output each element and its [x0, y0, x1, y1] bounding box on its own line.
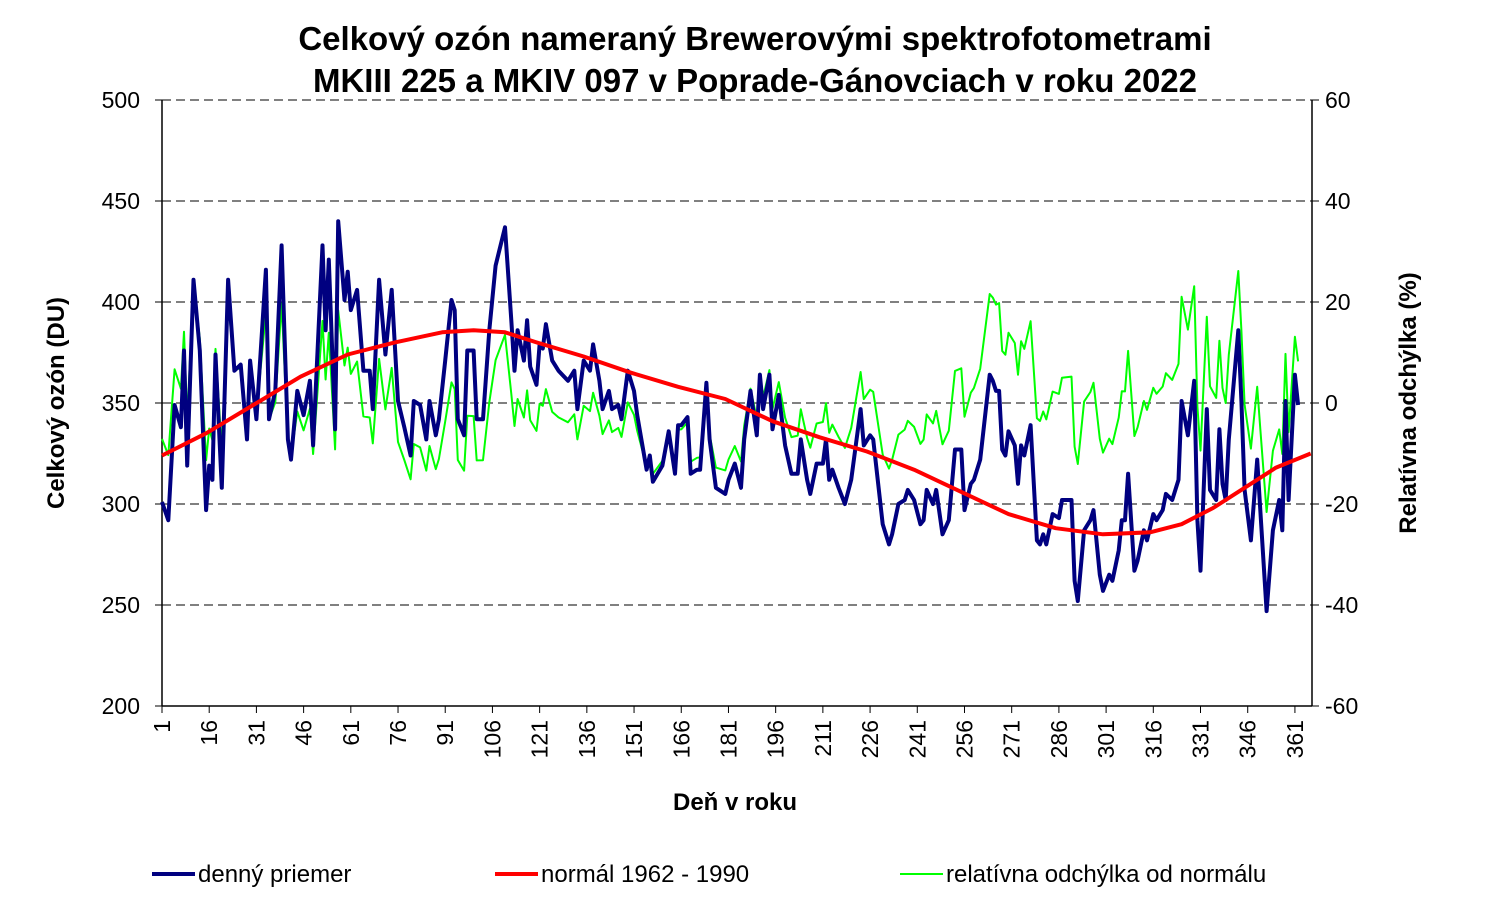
y-tick-label: 500 — [102, 87, 140, 113]
y-axis-title: Celkový ozón (DU) — [43, 297, 70, 509]
legend-label-daily: denný priemer — [198, 861, 351, 888]
y2-tick-label: 20 — [1325, 289, 1351, 315]
x-tick-label: 241 — [904, 720, 930, 758]
x-tick-label: 301 — [1093, 720, 1119, 758]
y2-tick-label: 40 — [1325, 188, 1351, 214]
legend-label-normal: normál 1962 - 1990 — [541, 861, 749, 888]
y-tick-label: 350 — [102, 390, 140, 416]
x-tick-label: 166 — [668, 720, 694, 758]
chart-title-line-1: Celkový ozón nameraný Brewerovými spektr… — [298, 20, 1211, 57]
x-tick-label: 46 — [291, 720, 317, 746]
y-tick-label: 250 — [102, 592, 140, 618]
x-tick-label: 196 — [763, 720, 789, 758]
chart-title-line-2: MKIII 225 a MKIV 097 v Poprade-Gánovciac… — [313, 62, 1197, 99]
y-tick-label: 450 — [102, 188, 140, 214]
y2-tick-label: -60 — [1325, 693, 1358, 719]
y-tick-label: 300 — [102, 491, 140, 517]
x-tick-label: 286 — [1046, 720, 1072, 758]
x-tick-label: 316 — [1140, 720, 1166, 758]
legend-label-relative: relatívna odchýlka od normálu — [946, 861, 1266, 888]
x-tick-label: 136 — [574, 720, 600, 758]
y-tick-label: 200 — [102, 693, 140, 719]
y-tick-label: 400 — [102, 289, 140, 315]
x-tick-label: 226 — [857, 720, 883, 758]
x-tick-label: 271 — [999, 720, 1025, 758]
y2-tick-label: 60 — [1325, 87, 1351, 113]
legend: denný priemer normál 1962 - 1990 relatív… — [152, 861, 1266, 888]
x-tick-label: 121 — [527, 720, 553, 758]
series-normal-line — [161, 328, 1312, 537]
y2-tick-label: 0 — [1325, 390, 1338, 416]
x-tick-label: 331 — [1188, 720, 1214, 758]
y2-axis-title: Relatívna odchýlka (%) — [1395, 272, 1422, 533]
x-tick-label: 256 — [951, 720, 977, 758]
x-tick-label: 211 — [810, 720, 836, 757]
x-tick-label: 151 — [621, 720, 647, 758]
x-tick-label: 106 — [479, 720, 505, 758]
x-tick-label: 346 — [1235, 720, 1261, 758]
x-tick-label: 16 — [196, 720, 222, 746]
x-axis-title: Deň v roku — [673, 789, 797, 816]
x-tick-label: 1 — [149, 720, 175, 733]
x-tick-label: 361 — [1282, 720, 1308, 758]
x-tick-label: 61 — [338, 720, 364, 746]
y2-tick-label: -40 — [1325, 592, 1358, 618]
y2-tick-label: -20 — [1325, 491, 1358, 517]
x-tick-label: 181 — [715, 720, 741, 758]
x-tick-label: 31 — [243, 720, 269, 746]
x-tick-label: 91 — [432, 720, 458, 746]
x-tick-label: 76 — [385, 720, 411, 746]
